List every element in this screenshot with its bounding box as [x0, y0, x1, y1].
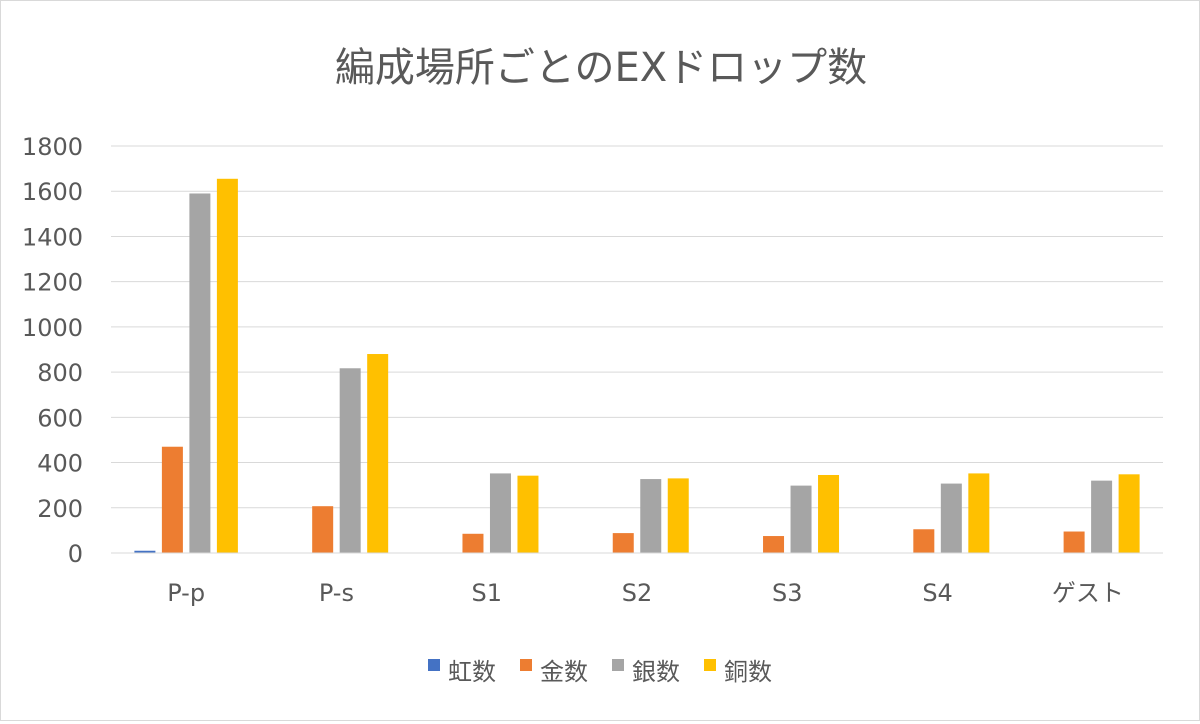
legend-label: 虹数	[448, 658, 496, 686]
bar-金数-ゲスト	[1063, 531, 1085, 553]
bar-銅数-P-p	[216, 178, 238, 553]
gridlines	[111, 145, 1163, 509]
legend-swatch	[612, 659, 624, 671]
bar-銀数-S3	[790, 485, 812, 553]
bar-虹数-P-p	[134, 550, 156, 553]
legend-label: 銅数	[724, 658, 772, 686]
legend-item: 虹数	[428, 658, 496, 686]
x-tick-label: S1	[471, 579, 502, 607]
y-tick-label: 1200	[22, 269, 83, 297]
y-tick-label: 600	[37, 404, 83, 432]
y-tick-label: 800	[37, 359, 83, 387]
x-axis-ticks: P-p P-s S1 S2 S3 S4 ゲスト	[167, 579, 1124, 607]
x-tick-label: ゲスト	[1052, 579, 1124, 607]
bar-銅数-S3	[818, 474, 840, 553]
x-tick-label: P-p	[167, 579, 205, 607]
y-tick-label: 0	[68, 540, 83, 568]
y-tick-label: 1800	[22, 133, 83, 161]
bar-金数-S2	[612, 533, 634, 553]
bar-金数-S1	[462, 533, 484, 553]
bar-金数-S4	[913, 529, 935, 553]
legend-label: 銀数	[632, 658, 680, 686]
bar-銅数-S4	[968, 473, 990, 553]
bar-銅数-S2	[667, 478, 689, 553]
x-tick-label: P-s	[319, 579, 354, 607]
x-tick-label: S2	[622, 579, 653, 607]
legend-item: 銀数	[612, 658, 680, 686]
legend-label: 金数	[540, 658, 588, 686]
bar-金数-P-p	[161, 446, 183, 553]
bar-銀数-S4	[940, 483, 962, 553]
bar-銀数-P-p	[189, 193, 211, 553]
bar-銀数-S2	[640, 479, 662, 553]
y-tick-label: 400	[37, 450, 83, 478]
x-tick-label: S3	[772, 579, 803, 607]
y-tick-label: 1000	[22, 314, 83, 342]
legend-item: 銅数	[704, 658, 772, 686]
bar-銀数-S1	[489, 473, 511, 553]
bar-銀数-ゲスト	[1091, 480, 1113, 553]
chart-title: 編成場所ごとのEXドロップ数	[335, 45, 867, 91]
legend-item: 金数	[520, 658, 588, 686]
y-tick-label: 1600	[22, 178, 83, 206]
legend: 虹数 金数 銀数 銅数	[428, 658, 772, 686]
bar-銅数-P-s	[367, 354, 389, 553]
bar-銅数-ゲスト	[1118, 474, 1140, 553]
bar-銀数-P-s	[339, 368, 361, 553]
y-tick-label: 1400	[22, 223, 83, 251]
bar-金数-S3	[763, 536, 785, 553]
legend-swatch	[428, 659, 440, 671]
bars	[134, 178, 1140, 553]
legend-swatch	[704, 659, 716, 671]
bar-金数-P-s	[312, 506, 334, 553]
y-tick-label: 200	[37, 495, 83, 523]
x-tick-label: S4	[922, 579, 953, 607]
y-axis-ticks: 0 200 400 600 800 1000 1200 1400 1600 1800	[22, 133, 83, 568]
legend-swatch	[520, 659, 532, 671]
bar-銅数-S1	[517, 475, 539, 553]
